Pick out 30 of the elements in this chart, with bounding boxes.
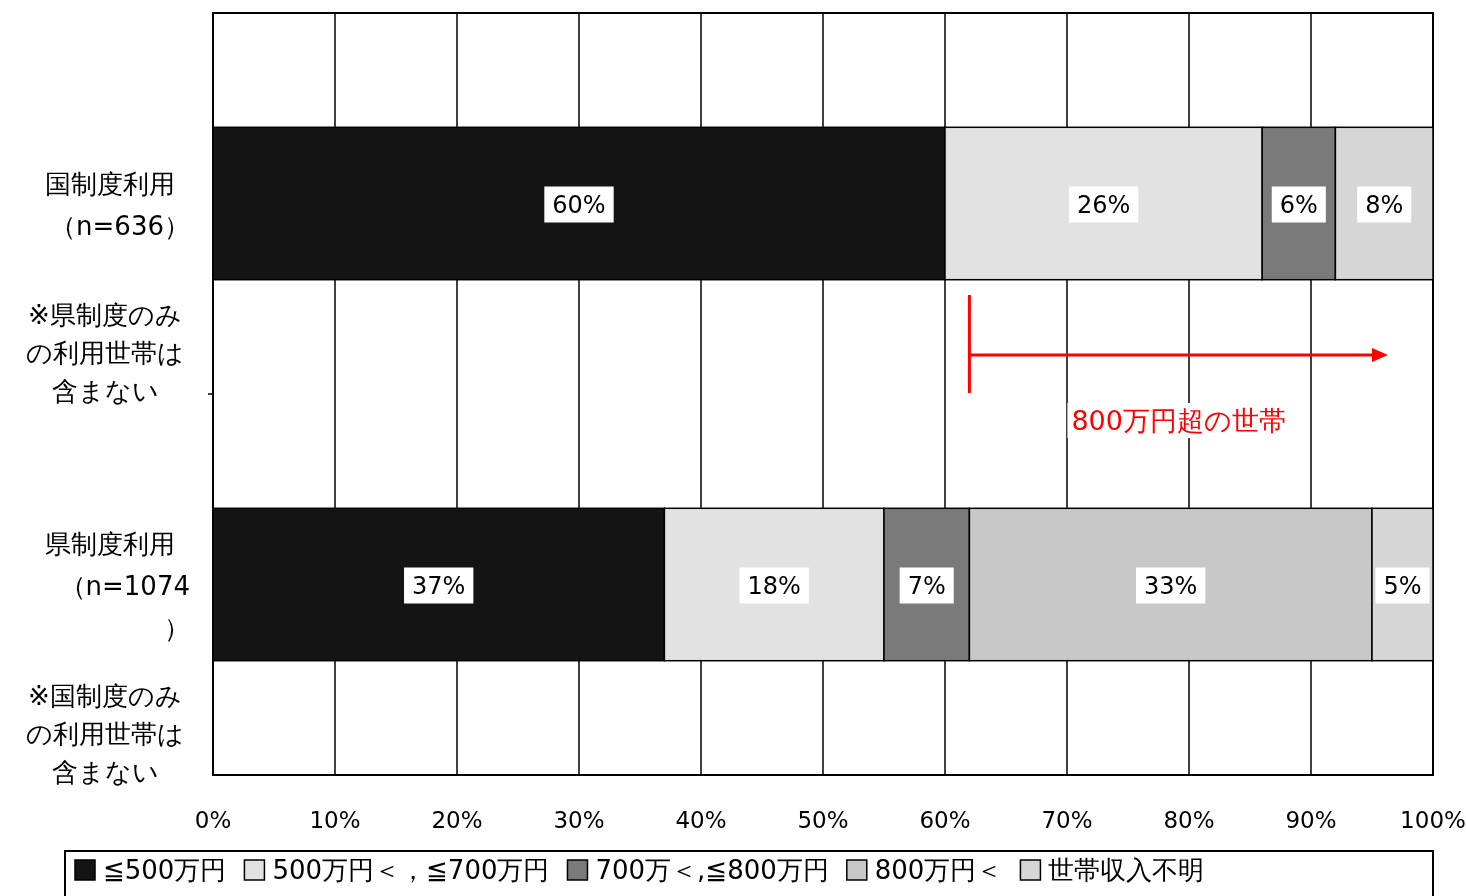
data-label: 8% [1365,190,1404,219]
data-label: 7% [907,571,946,600]
legend-label: 800万円＜ [874,855,1003,885]
data-label: 26% [1076,190,1131,219]
x-tick-label: 90% [1285,807,1337,833]
x-tick-label: 0% [194,807,232,833]
x-tick-label: 100% [1400,807,1466,833]
x-tick-label: 50% [797,807,849,833]
data-label: 18% [747,571,801,600]
annotation: 800万円超の世帯 [1071,405,1286,436]
x-tick-label: 80% [1163,807,1215,833]
legend-label: ≦500万円 [103,855,227,885]
text: ※国制度のみの利用世帯は含まない [26,681,184,787]
x-tick-label: 70% [1041,807,1093,833]
legend-label: 700万＜,≦800万円 [595,855,829,885]
x-tick-label: 30% [553,807,605,833]
x-tick-label: 40% [675,807,727,833]
y-tick-label: 県制度利用（n=1074） [45,528,190,643]
data-label: 60% [552,190,606,219]
y-tick-label: 国制度利用（n=636） [45,168,190,241]
data-label: 6% [1279,190,1318,219]
data-label: 5% [1383,571,1422,600]
x-tick-label: 20% [431,807,483,833]
data-label: 33% [1144,571,1198,600]
legend-label: 500万円＜，≦700万円 [272,855,550,885]
x-tick-label: 10% [309,807,361,833]
data-label: 37% [412,571,466,600]
x-tick-label: 60% [919,807,971,833]
legend-label: 世帯収入不明 [1048,855,1205,885]
text: ※県制度のみの利用世帯は含まない [26,300,184,406]
